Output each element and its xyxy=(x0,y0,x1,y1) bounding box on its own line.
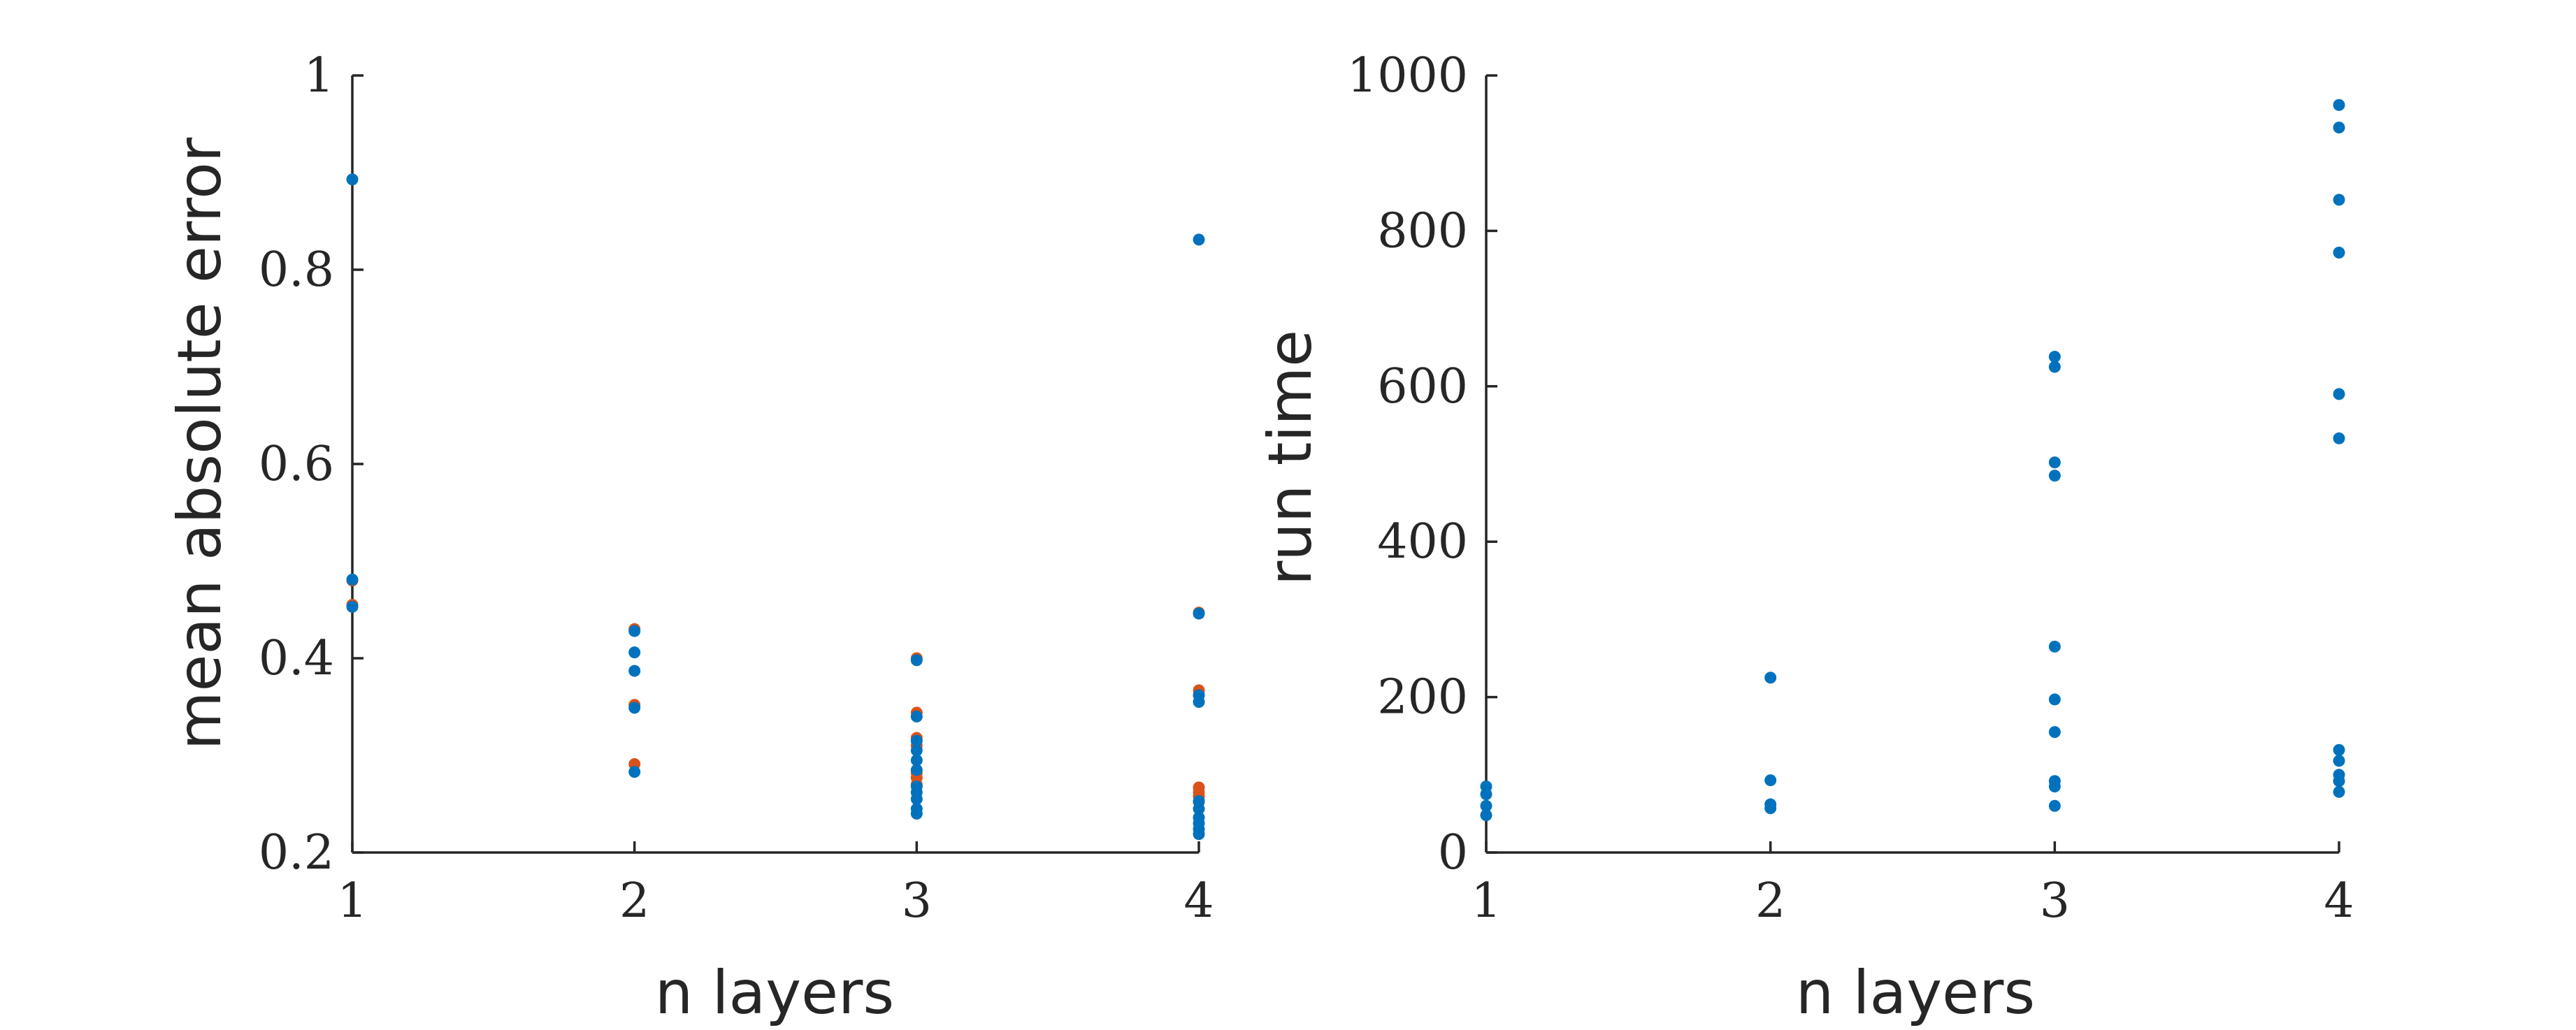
runtime-x-tick-label: 1 xyxy=(1471,873,1501,929)
mae-y-tick-label: 0.8 xyxy=(259,242,334,298)
runtime-data-point xyxy=(2048,726,2061,739)
runtime-data-point xyxy=(1764,802,1777,815)
runtime-panel: run time n layers 0 200 400 600 800 1000 1 2 3 4 xyxy=(1255,48,2354,1028)
mae-data-point xyxy=(346,600,359,613)
runtime-y-axis-label: run time xyxy=(1255,330,1325,586)
mae-data-point xyxy=(628,766,641,778)
mae-series-1 xyxy=(346,173,1205,841)
runtime-x-axis-label: n layers xyxy=(1796,958,2035,1028)
mae-y-axis-label: mean absolute error xyxy=(165,137,235,750)
mae-data-point xyxy=(910,710,923,723)
mae-data-point xyxy=(628,665,641,677)
runtime-x-tick-label: 2 xyxy=(1755,873,1785,929)
mae-y-tick-label: 1 xyxy=(304,48,334,103)
runtime-data-point xyxy=(2333,99,2345,111)
runtime-data-point xyxy=(2333,744,2345,756)
mae-data-point xyxy=(1193,802,1205,815)
runtime-data-point xyxy=(2048,799,2061,812)
mae-data-point xyxy=(628,625,641,637)
mae-y-tick-label: 0.4 xyxy=(259,631,334,686)
mae-x-tick-label: 3 xyxy=(902,873,932,929)
runtime-data-point xyxy=(2048,456,2061,469)
mae-data-point xyxy=(346,173,359,186)
mae-x-tick-label: 1 xyxy=(337,873,367,929)
runtime-data-point xyxy=(2333,388,2345,400)
mae-data-point xyxy=(1193,233,1205,246)
runtime-y-tick-label: 200 xyxy=(1377,670,1468,725)
runtime-data-point xyxy=(2333,122,2345,134)
runtime-data-point xyxy=(2333,785,2345,798)
runtime-y-tick-label: 1000 xyxy=(1347,48,1468,103)
mae-data-point xyxy=(1193,607,1205,620)
mae-y-tick-label: 0.6 xyxy=(259,437,334,492)
mae-x-tick-label: 2 xyxy=(619,873,649,929)
runtime-x-tick-label: 4 xyxy=(2324,873,2354,929)
runtime-y-tick-label: 400 xyxy=(1377,514,1468,570)
runtime-data-point xyxy=(2048,470,2061,482)
mae-x-tick-label: 4 xyxy=(1183,873,1214,929)
mae-data-point xyxy=(910,734,923,747)
mae-data-point xyxy=(910,793,923,806)
runtime-data-point xyxy=(2333,432,2345,444)
runtime-data-point xyxy=(1764,774,1777,787)
mae-data-point xyxy=(628,646,641,659)
runtime-data-point xyxy=(2333,247,2345,259)
runtime-y-tick-label: 800 xyxy=(1377,203,1468,259)
mae-data-point xyxy=(910,654,923,667)
runtime-data-point xyxy=(1764,672,1777,684)
mae-panel: mean absolute error n layers 0.2 0.4 0.6 0.… xyxy=(165,48,1214,1028)
mae-data-point xyxy=(628,702,641,714)
mae-x-axis-label: n layers xyxy=(655,958,894,1028)
mae-data-point xyxy=(910,764,923,776)
runtime-y-tick-label: 0 xyxy=(1438,825,1468,880)
runtime-data-point xyxy=(1480,799,1492,812)
runtime-data-point xyxy=(1480,809,1492,822)
mae-data-point xyxy=(910,754,923,767)
runtime-data-point xyxy=(1480,788,1492,801)
runtime-y-tick-label: 600 xyxy=(1377,359,1468,414)
runtime-data-point xyxy=(2048,351,2061,363)
runtime-data-point xyxy=(2048,780,2061,792)
runtime-data-point xyxy=(2333,775,2345,788)
mae-data-point xyxy=(346,573,359,586)
runtime-data-point xyxy=(2333,194,2345,206)
runtime-series-0 xyxy=(1480,99,2345,822)
mae-data-point xyxy=(910,807,923,820)
runtime-data-point xyxy=(2048,693,2061,706)
runtime-data-point xyxy=(2048,361,2061,373)
runtime-data-point xyxy=(2048,640,2061,653)
mae-data-point xyxy=(1193,828,1205,841)
mae-data-point xyxy=(1193,696,1205,709)
runtime-x-tick-label: 3 xyxy=(2040,873,2070,929)
mae-data-point xyxy=(910,744,923,757)
mae-y-tick-label: 0.2 xyxy=(259,825,334,880)
runtime-data-point xyxy=(2333,755,2345,767)
